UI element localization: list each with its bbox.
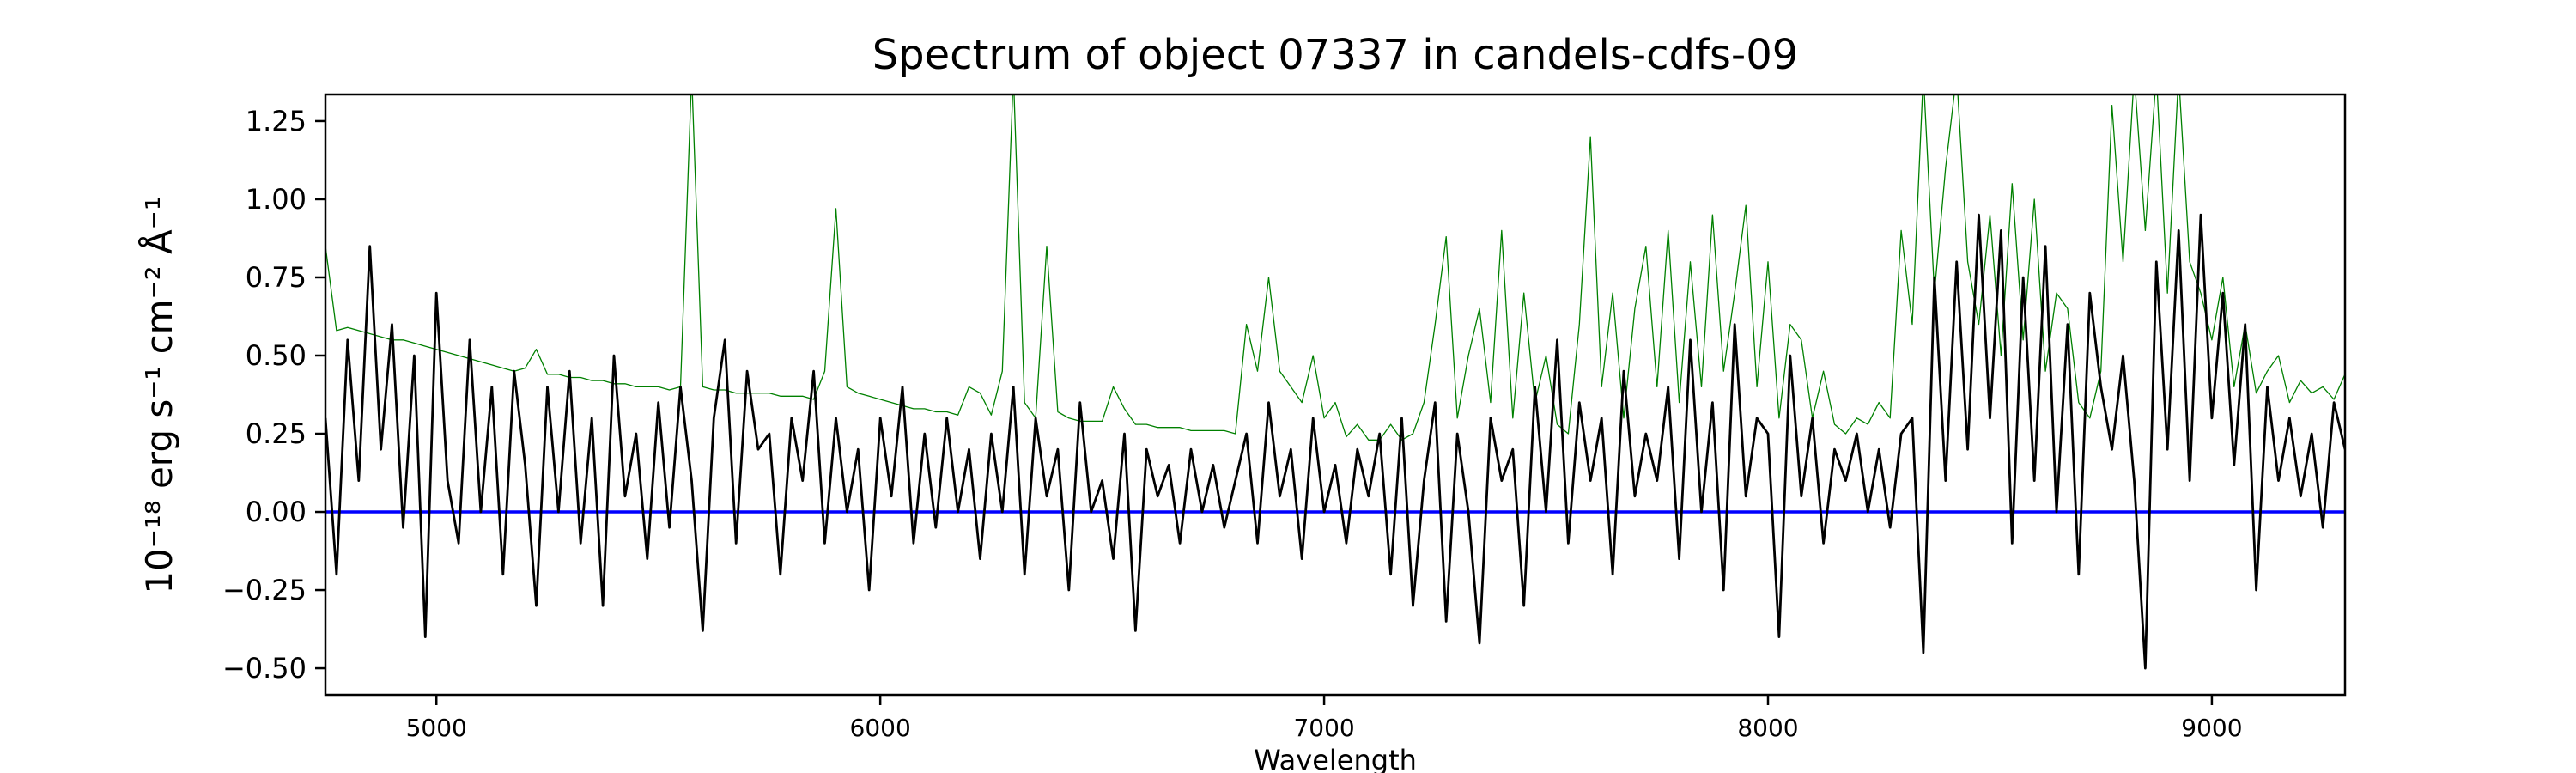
y-axis: −0.50 −0.25 0.00 0.25 0.50 0.75 1.00 1.25 [222, 105, 325, 685]
series-line-error [325, 94, 2345, 441]
x-tick-label: 9000 [2181, 714, 2242, 742]
y-tick-label: 0.50 [246, 339, 307, 372]
chart-title: Spectrum of object 07337 in candels-cdfs… [872, 31, 1799, 79]
y-tick-label: 1.00 [246, 183, 307, 216]
y-tick-label: −0.25 [222, 574, 307, 606]
series-layer [325, 94, 2345, 670]
x-axis-label: Wavelength [1254, 744, 1417, 773]
y-tick-label: 0.75 [246, 261, 307, 294]
y-tick-label: 0.25 [246, 417, 307, 450]
x-tick-label: 6000 [850, 714, 911, 742]
x-axis: 5000 6000 7000 8000 9000 [406, 695, 2243, 742]
series-line-flux [325, 213, 2345, 670]
y-tick-label: 1.25 [246, 105, 307, 137]
y-tick-label: 0.00 [246, 496, 307, 528]
y-axis-label: 10⁻¹⁸ erg s⁻¹ cm⁻² Å⁻¹ [137, 196, 180, 593]
x-tick-label: 5000 [406, 714, 467, 742]
x-tick-label: 8000 [1737, 714, 1798, 742]
plot-frame [324, 93, 2347, 697]
y-tick-label: −0.50 [222, 652, 307, 685]
x-tick-label: 7000 [1293, 714, 1354, 742]
